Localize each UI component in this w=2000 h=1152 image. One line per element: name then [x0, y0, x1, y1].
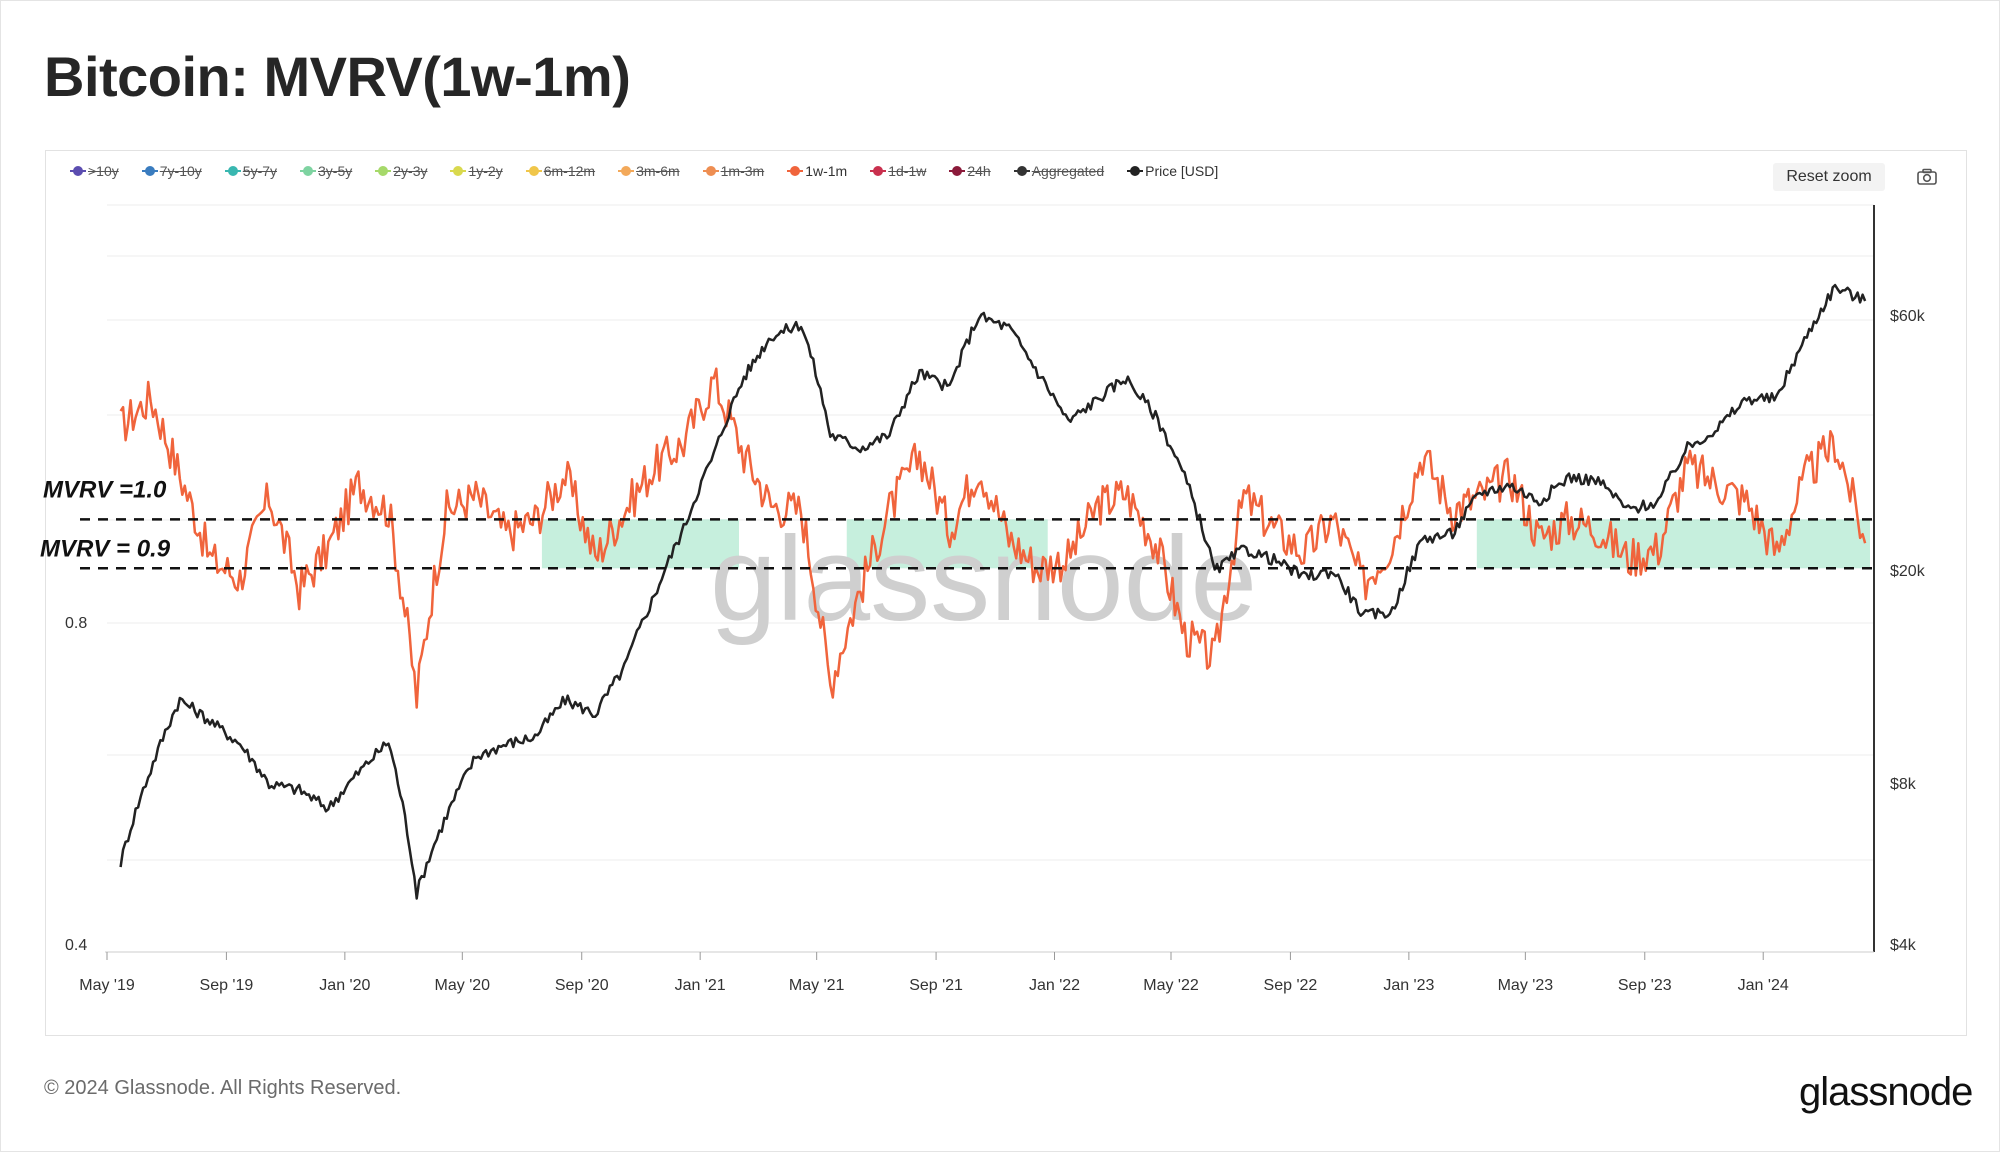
- legend-item-1y-2y[interactable]: 1y-2y: [450, 163, 503, 179]
- legend-label: Price [USD]: [1145, 163, 1219, 179]
- page-title: Bitcoin: MVRV(1w-1m): [44, 45, 631, 108]
- legend-marker-icon: [870, 166, 887, 176]
- legend-label: 5y-7y: [242, 163, 278, 179]
- x-tick-label: Jan '20: [319, 977, 370, 994]
- legend-item-1m-3m[interactable]: 1m-3m: [702, 163, 765, 179]
- legend-label: 2y-3y: [393, 163, 428, 179]
- legend-marker-icon: [450, 166, 467, 176]
- legend-marker-icon: [949, 166, 966, 176]
- camera-icon[interactable]: [1915, 165, 1939, 189]
- y-right-tick-label: $8k: [1890, 776, 1917, 793]
- legend-marker-icon: [1127, 166, 1144, 176]
- legend-marker-icon: [702, 166, 719, 176]
- legend-label: 3m-6m: [636, 163, 680, 179]
- legend-label: 1y-2y: [468, 163, 503, 179]
- legend-item-1w-1m[interactable]: 1w-1m: [787, 163, 847, 179]
- x-tick-label: Sep '23: [1618, 977, 1672, 994]
- y-left-tick-label: 0.8: [65, 615, 87, 632]
- legend-item-2y-3y[interactable]: 2y-3y: [375, 163, 427, 179]
- legend-item-7y-10y[interactable]: 7y-10y: [141, 163, 202, 179]
- legend-item--10y[interactable]: >10y: [70, 163, 119, 179]
- y-right-tick-label: $4k: [1890, 937, 1917, 954]
- legend-marker-icon: [70, 166, 86, 176]
- legend-marker-icon: [1013, 166, 1030, 176]
- legend-label: Aggregated: [1031, 163, 1105, 179]
- mvrv-band: [541, 519, 740, 569]
- reset-zoom-button[interactable]: Reset zoom: [1773, 163, 1885, 191]
- y-right-tick-label: $60k: [1890, 308, 1926, 325]
- x-tick-label: Sep '22: [1264, 977, 1318, 994]
- x-tick-label: Jan '21: [675, 977, 726, 994]
- y-right-tick-label: $20k: [1890, 563, 1926, 580]
- footer-logo: glassnode: [1799, 1070, 1973, 1114]
- x-tick-label: Jan '22: [1029, 977, 1080, 994]
- watermark: glassnode: [710, 512, 1257, 646]
- series-line-1w-1m: [119, 367, 1867, 709]
- legend-label: 7y-10y: [159, 163, 202, 179]
- legend-label: 6m-12m: [543, 163, 596, 179]
- y-left-tick-label: 0.4: [65, 937, 87, 954]
- legend-item-3m-6m[interactable]: 3m-6m: [618, 163, 680, 179]
- legend-label: 24h: [967, 163, 991, 179]
- chart-legend: >10y 7y-10y 5y-7y 3y-5y 2y-3y 1y-2y 6m-12m 3m-6…: [70, 163, 1241, 179]
- legend-marker-icon: [787, 166, 804, 176]
- legend-marker-icon: [300, 166, 317, 176]
- legend-marker-icon: [525, 166, 542, 176]
- x-tick-label: Jan '23: [1383, 977, 1434, 994]
- legend-label: 1w-1m: [805, 163, 848, 179]
- legend-label: 1d-1w: [888, 163, 927, 179]
- legend-label: 1m-3m: [720, 163, 765, 179]
- legend-item-24h[interactable]: 24h: [949, 163, 991, 179]
- x-tick-label: Sep '19: [200, 977, 254, 994]
- legend-marker-icon: [618, 166, 635, 176]
- x-tick-label: May '23: [1498, 977, 1554, 994]
- legend-item-aggregated[interactable]: Aggregated: [1013, 163, 1105, 179]
- footer-copyright: © 2024 Glassnode. All Rights Reserved.: [44, 1077, 402, 1099]
- x-tick-label: May '20: [435, 977, 491, 994]
- legend-label: >10y: [88, 163, 119, 179]
- series-line-price-usd-: [119, 283, 1867, 900]
- x-tick-label: May '19: [79, 977, 135, 994]
- x-tick-label: Sep '21: [909, 977, 963, 994]
- legend-label: 3y-5y: [318, 163, 353, 179]
- chart-panel: [45, 150, 1967, 1036]
- mvrv-09-label: MVRV = 0.9: [40, 535, 171, 562]
- legend-item-5y-7y[interactable]: 5y-7y: [224, 163, 278, 179]
- legend-item-1d-1w[interactable]: 1d-1w: [870, 163, 926, 179]
- x-tick-label: Jan '24: [1738, 977, 1789, 994]
- x-tick-label: May '22: [1143, 977, 1199, 994]
- legend-item-price-usd-[interactable]: Price [USD]: [1127, 163, 1218, 179]
- legend-item-3y-5y[interactable]: 3y-5y: [300, 163, 352, 179]
- legend-marker-icon: [141, 166, 158, 176]
- legend-marker-icon: [224, 166, 241, 176]
- x-tick-label: May '21: [789, 977, 845, 994]
- x-tick-label: Sep '20: [555, 977, 609, 994]
- legend-item-6m-12m[interactable]: 6m-12m: [525, 163, 596, 179]
- legend-marker-icon: [375, 166, 392, 176]
- mvrv-1-label: MVRV =1.0: [43, 476, 167, 503]
